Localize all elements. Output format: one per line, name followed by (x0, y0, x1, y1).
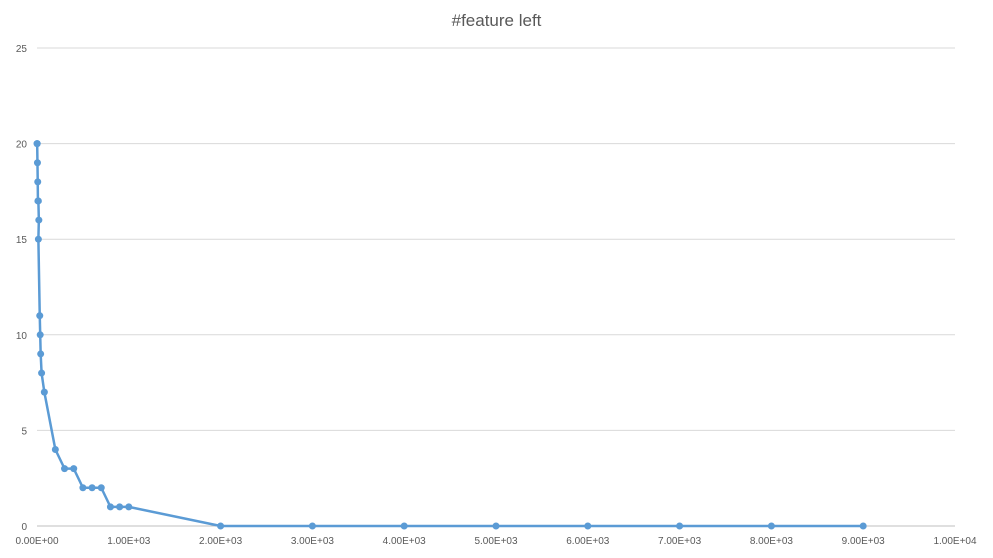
chart-title: #feature left (451, 11, 542, 30)
data-point (36, 331, 44, 339)
data-point (34, 197, 42, 205)
x-tick-label: 8.00E+03 (750, 536, 794, 547)
data-point (33, 140, 41, 148)
data-point (34, 178, 42, 186)
data-series (33, 140, 867, 530)
data-point (767, 522, 775, 530)
x-tick-label: 1.00E+03 (107, 536, 151, 547)
x-tick-label: 5.00E+03 (474, 536, 518, 547)
data-point (70, 465, 78, 473)
data-point (125, 503, 133, 511)
data-point (40, 388, 48, 396)
x-tick-label: 0.00E+00 (15, 536, 59, 547)
x-tick-label: 4.00E+03 (383, 536, 427, 547)
y-tick-label: 0 (21, 522, 27, 533)
data-point (217, 522, 225, 530)
data-point (97, 484, 105, 492)
data-point (492, 522, 500, 530)
data-point (88, 484, 96, 492)
y-tick-label: 25 (16, 44, 28, 55)
data-point (33, 159, 41, 167)
data-point (38, 369, 46, 377)
gridlines (37, 47, 955, 527)
data-point (79, 484, 87, 492)
data-point (51, 446, 59, 454)
x-tick-label: 6.00E+03 (566, 536, 610, 547)
y-tick-label: 15 (16, 235, 28, 246)
y-tick-label: 5 (21, 426, 27, 437)
x-tick-label: 7.00E+03 (658, 536, 702, 547)
x-tick-label: 9.00E+03 (842, 536, 886, 547)
data-point (116, 503, 124, 511)
data-point (61, 465, 69, 473)
data-point (34, 235, 42, 243)
x-axis: 0.00E+00 1.00E+03 2.00E+03 3.00E+03 4.00E+03… (15, 536, 977, 547)
x-tick-label: 2.00E+03 (199, 536, 243, 547)
y-tick-label: 20 (16, 140, 28, 151)
data-point (35, 216, 43, 224)
data-point (37, 350, 45, 358)
x-tick-label: 3.00E+03 (291, 536, 335, 547)
data-point (36, 312, 44, 320)
data-point (859, 522, 867, 530)
data-point (308, 522, 316, 530)
x-tick-label: 1.00E+04 (933, 536, 977, 547)
data-point (584, 522, 592, 530)
y-tick-label: 10 (16, 331, 28, 342)
data-point (676, 522, 684, 530)
data-point (400, 522, 408, 530)
y-axis: 0 5 10 15 20 25 (16, 44, 28, 533)
data-point (106, 503, 114, 511)
